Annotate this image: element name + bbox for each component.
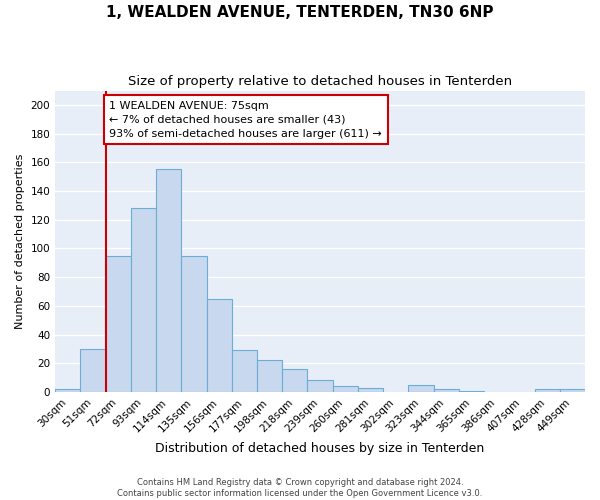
- Bar: [332, 386, 358, 392]
- Bar: [560, 389, 585, 392]
- Bar: [55, 389, 80, 392]
- Bar: [459, 390, 484, 392]
- Bar: [535, 389, 560, 392]
- Bar: [282, 369, 307, 392]
- Bar: [106, 256, 131, 392]
- X-axis label: Distribution of detached houses by size in Tenterden: Distribution of detached houses by size …: [155, 442, 485, 455]
- Text: 1 WEALDEN AVENUE: 75sqm
← 7% of detached houses are smaller (43)
93% of semi-det: 1 WEALDEN AVENUE: 75sqm ← 7% of detached…: [109, 100, 382, 138]
- Bar: [232, 350, 257, 392]
- Bar: [307, 380, 332, 392]
- Bar: [434, 389, 459, 392]
- Title: Size of property relative to detached houses in Tenterden: Size of property relative to detached ho…: [128, 75, 512, 88]
- Bar: [156, 170, 181, 392]
- Bar: [206, 298, 232, 392]
- Bar: [257, 360, 282, 392]
- Bar: [131, 208, 156, 392]
- Y-axis label: Number of detached properties: Number of detached properties: [15, 154, 25, 329]
- Bar: [358, 388, 383, 392]
- Text: Contains HM Land Registry data © Crown copyright and database right 2024.
Contai: Contains HM Land Registry data © Crown c…: [118, 478, 482, 498]
- Bar: [409, 385, 434, 392]
- Text: 1, WEALDEN AVENUE, TENTERDEN, TN30 6NP: 1, WEALDEN AVENUE, TENTERDEN, TN30 6NP: [106, 5, 494, 20]
- Bar: [80, 349, 106, 392]
- Bar: [181, 256, 206, 392]
